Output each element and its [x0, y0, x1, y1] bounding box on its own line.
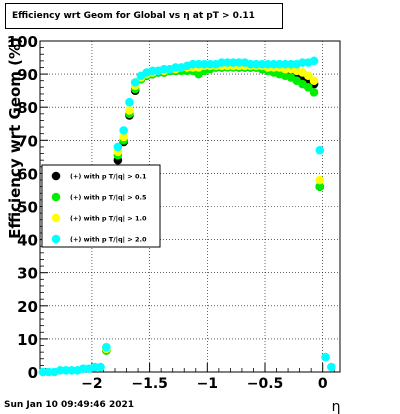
y-tick-label: 40 [17, 232, 38, 250]
y-tick-label: 80 [17, 99, 38, 117]
data-point [309, 76, 319, 86]
y-tick-label: 0 [28, 364, 38, 382]
y-tick-label: 10 [17, 331, 38, 349]
y-tick-label: 100 [7, 33, 38, 51]
y-tick-label: 50 [17, 199, 38, 217]
x-tick-label: 0 [318, 376, 328, 392]
data-point [125, 106, 134, 115]
y-tick-label: 60 [17, 165, 38, 183]
legend-marker [51, 171, 61, 181]
x-axis-label: η [332, 399, 341, 414]
legend-label: (+) with p T/|q| > 1.0 [70, 215, 147, 224]
data-point [113, 142, 123, 152]
legend-label: (+) with p T/|q| > 0.1 [70, 173, 147, 182]
data-point [315, 175, 325, 185]
data-point [119, 132, 128, 142]
legend-marker [51, 192, 61, 202]
legend-box [41, 164, 161, 248]
data-point [102, 342, 111, 352]
data-point [315, 182, 325, 191]
data-point [303, 71, 313, 81]
data-point [309, 56, 319, 66]
x-tick-label: −1.5 [131, 376, 168, 392]
legend-marker [51, 213, 61, 223]
data-layer [38, 56, 336, 377]
data-point [119, 126, 128, 135]
timestamp: Sun Jan 10 09:49:46 2021 [4, 400, 135, 410]
y-tick-label: 30 [17, 265, 38, 283]
y-tick-label: 20 [17, 298, 38, 316]
y-axis-label: Efficiency wrt Geom (%) [6, 37, 24, 239]
data-point [309, 88, 319, 97]
data-point [130, 78, 140, 87]
data-point [315, 145, 325, 155]
series-4 [38, 56, 336, 377]
legend-label: (+) with p T/|q| > 0.5 [70, 194, 147, 203]
y-tick-label: 70 [17, 132, 38, 150]
data-point [125, 97, 134, 107]
legend-label: (+) with p T/|q| > 2.0 [70, 236, 147, 245]
tick-layer: 0 10 20 30 40 50 60 70 80 90 100 −2 −1.5 −1 −0.5 0 [7, 33, 335, 392]
data-point [303, 83, 313, 92]
x-tick-label: −1 [197, 376, 218, 392]
data-point [96, 362, 105, 372]
legend-marker [51, 234, 61, 244]
x-tick-label: −0.5 [247, 376, 284, 392]
legend: (+) with p T/|q| > 0.1 (+) with p T/|q| >… [41, 164, 161, 248]
data-point [321, 352, 330, 362]
data-point [327, 362, 336, 372]
chart-title-box: Efficiency wrt Geom for Global vs η at p… [5, 3, 283, 29]
x-tick-label: −2 [81, 376, 102, 392]
chart-title: Efficiency wrt Geom for Global vs η at p… [12, 11, 255, 21]
y-tick-label: 90 [17, 66, 38, 84]
